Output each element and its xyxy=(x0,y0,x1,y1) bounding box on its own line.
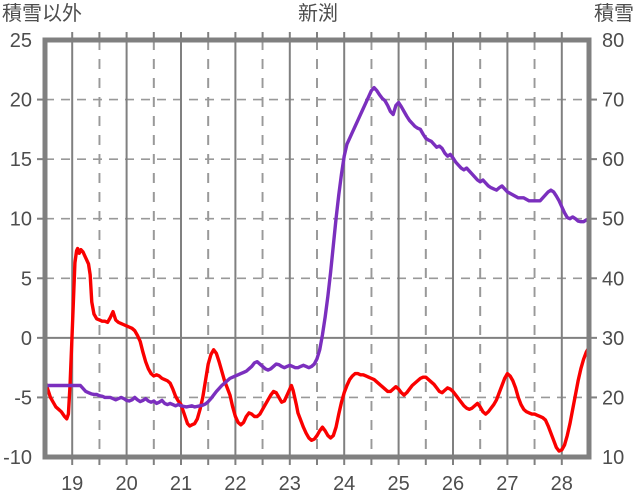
left-axis-tick-label: 20 xyxy=(10,90,32,112)
right-axis-tick-label: 40 xyxy=(602,268,624,290)
right-axis-label: 積雪 xyxy=(594,3,634,25)
x-axis-tick-label: 22 xyxy=(224,473,246,495)
right-axis-tick-label: 80 xyxy=(602,30,624,52)
right-axis-tick-label: 20 xyxy=(602,387,624,409)
x-axis-tick-label: 20 xyxy=(115,473,137,495)
series-layer xyxy=(43,85,591,453)
x-axis-tick-label: 26 xyxy=(442,473,464,495)
right-axis-tick-label: 30 xyxy=(602,328,624,350)
right-axis-tick-label: 70 xyxy=(602,90,624,112)
left-axis-tick-label: 5 xyxy=(21,268,32,290)
left-axis-tick-label: 25 xyxy=(10,30,32,52)
right-axis-tick-label: 60 xyxy=(602,149,624,171)
right-axis-tick-label: 10 xyxy=(602,447,624,469)
left-axis-tick-label: -5 xyxy=(14,387,32,409)
x-axis-tick-label: 19 xyxy=(61,473,83,495)
series-line-snow-depth xyxy=(43,85,591,409)
x-axis-tick-label: 28 xyxy=(551,473,573,495)
axis-layer xyxy=(37,32,597,465)
x-axis-tick-label: 21 xyxy=(170,473,192,495)
left-axis-tick-label: 10 xyxy=(10,209,32,231)
left-axis-tick-label: -10 xyxy=(3,447,32,469)
left-axis-label: 積雪以外 xyxy=(2,3,82,25)
grid-layer xyxy=(45,40,589,457)
chart-title: 新渕 xyxy=(298,3,338,25)
right-axis-tick-label: 50 xyxy=(602,209,624,231)
x-axis-tick-label: 27 xyxy=(496,473,518,495)
left-axis-tick-label: 15 xyxy=(10,149,32,171)
left-axis-tick-label: 0 xyxy=(21,328,32,350)
x-axis-tick-label: 23 xyxy=(279,473,301,495)
x-axis-tick-label: 25 xyxy=(387,473,409,495)
series-line-temperature xyxy=(43,246,591,453)
x-axis-tick-label: 24 xyxy=(333,473,355,495)
